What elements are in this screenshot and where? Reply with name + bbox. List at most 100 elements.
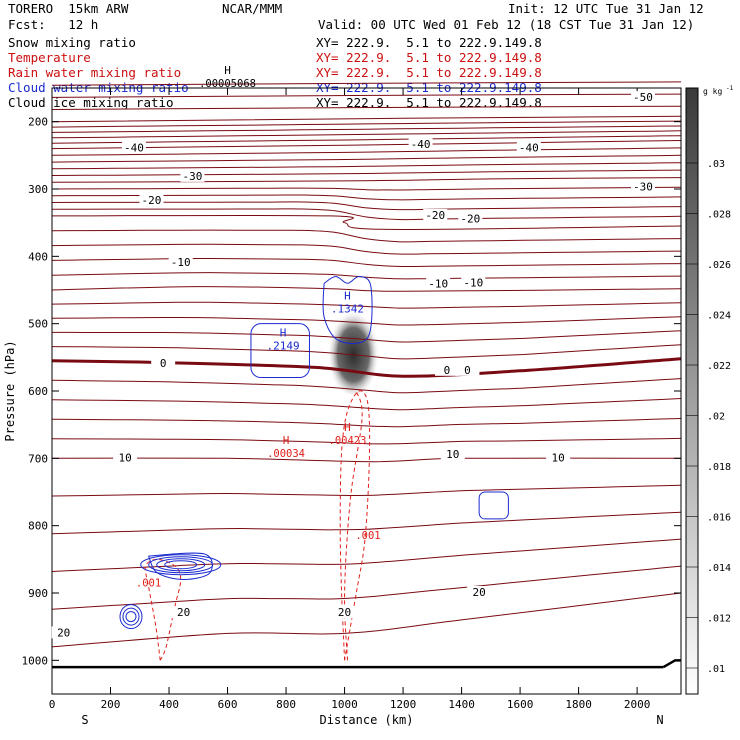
legend-cloud-water: Cloud water mixing ratio <box>8 80 189 95</box>
x-tick-label: 800 <box>276 698 296 711</box>
temperature-contour <box>51 177 682 183</box>
colorbar-label: .024 <box>707 311 731 322</box>
colorbar <box>685 87 699 695</box>
init-time: Init: 12 UTC Tue 31 Jan 12 <box>508 1 704 16</box>
colorbar-label: .014 <box>707 563 731 574</box>
temperature-contour-minor <box>51 418 682 428</box>
legend-rain-xy: XY= 222.9. 5.1 to 222.9.149.8 <box>316 65 542 80</box>
temperature-contour-minor <box>51 229 682 243</box>
temperature-label: -30 <box>633 181 653 194</box>
temperature-contour-minor <box>51 378 682 394</box>
rain-contour <box>339 390 371 661</box>
y-tick-label: 800 <box>28 520 48 533</box>
temperature-contour-minor <box>52 208 682 221</box>
colorbar-unit-exponent: -1 <box>726 85 734 92</box>
temperature-label-bg <box>168 256 193 269</box>
rain-contour <box>344 390 363 661</box>
cloud-water-contour <box>122 607 140 626</box>
temperature-label-bg <box>180 169 205 182</box>
cloud-water-max-marker: H <box>280 327 287 340</box>
plot-frame <box>51 87 682 695</box>
x-tick-label: 1800 <box>565 698 592 711</box>
x-tick-label: 1600 <box>507 698 534 711</box>
legend-cloud-ice: Cloud ice mixing ratio <box>8 95 174 110</box>
temperature-contour <box>51 214 682 230</box>
temperature-contour-minor <box>51 147 682 156</box>
temperature-label-bg <box>630 91 655 104</box>
temperature-contour <box>51 357 682 378</box>
x-tick-label: 600 <box>218 698 238 711</box>
south-label: S <box>81 713 88 727</box>
temperature-contour-minor <box>51 154 682 163</box>
y-tick-label: 1000 <box>22 654 49 667</box>
temperature-label-bg <box>467 586 492 598</box>
temperature-label: 0 <box>160 357 167 370</box>
temperature-label-bg <box>113 451 138 464</box>
cloud-water-contour <box>119 604 143 630</box>
rain-max-value: .00034 <box>267 448 305 460</box>
temperature-contour-minor <box>51 125 682 133</box>
colorbar-label: .016 <box>707 513 731 524</box>
temperature-label: -40 <box>519 142 539 155</box>
cloud-water-contour <box>148 552 213 581</box>
temperature-label-bg <box>461 276 486 289</box>
rain-contour <box>144 558 182 661</box>
temperature-label: 10 <box>552 451 565 464</box>
cloud-water-contour <box>164 560 198 570</box>
north-label: N <box>656 713 663 727</box>
temperature-label-bg <box>426 277 451 290</box>
temperature-label-bg <box>458 212 483 225</box>
rain-max-value: .00423 <box>329 435 367 447</box>
cloud-water-contour <box>250 323 310 379</box>
cloud-water-contour <box>140 554 222 576</box>
temperature-contour-minor <box>51 398 682 411</box>
temperature-contour-minor <box>51 272 682 280</box>
y-tick-label: 500 <box>28 318 48 331</box>
temperature-contour <box>51 286 682 292</box>
colorbar-label: .01 <box>707 664 725 675</box>
temperature-contour-minor <box>51 135 682 144</box>
temperature-label-bg <box>332 606 357 619</box>
temperature-label-bg <box>630 180 655 193</box>
temperature-label: 20 <box>177 606 190 619</box>
temperature-label: 10 <box>446 448 459 461</box>
temperature-label: -40 <box>411 138 431 151</box>
temperature-contour-minor <box>51 437 682 445</box>
colorbar-label: .022 <box>707 361 731 372</box>
valid-time: Valid: 00 UTC Wed 01 Feb 12 (18 CST Tue … <box>318 17 695 32</box>
temperature-label-bg <box>121 141 146 154</box>
temperature-contour-minor <box>51 301 682 309</box>
temperature-contour-minor <box>51 130 682 139</box>
legend-cloud-water-xy: XY= 222.9. 5.1 to 222.9.149.8 <box>316 80 542 95</box>
colorbar-label: .012 <box>707 614 731 625</box>
legend-snow-xy: XY= 222.9. 5.1 to 222.9.149.8 <box>316 35 542 50</box>
rain-contour-label: .001 <box>355 530 380 542</box>
rain-max-marker: H <box>283 434 290 447</box>
temperature-contour-minor <box>51 257 682 268</box>
colorbar-label: .02 <box>707 412 725 423</box>
model-title: TORERO 15km ARW <box>8 1 129 16</box>
rain-max-marker: H <box>224 64 231 77</box>
legend-rain: Rain water mixing ratio <box>8 65 182 80</box>
surface-line <box>662 659 681 669</box>
temperature-label: -10 <box>428 278 448 291</box>
temperature-contour-minor <box>51 243 682 255</box>
temperature-contour <box>51 457 682 463</box>
x-tick-label: 1400 <box>448 698 475 711</box>
colorbar-label: .028 <box>707 210 731 221</box>
temperature-contour <box>51 115 682 123</box>
temperature-label-bg <box>546 451 571 464</box>
legend-temperature-xy: XY= 222.9. 5.1 to 222.9.149.8 <box>316 50 542 65</box>
temperature-contour <box>51 592 682 648</box>
temperature-contour-minor <box>51 201 682 211</box>
temperature-label: -30 <box>182 170 202 183</box>
legend-temperature: Temperature <box>8 50 91 65</box>
temperature-contour-minor <box>51 330 682 343</box>
temperature-label: -20 <box>142 194 162 207</box>
temperature-label: 20 <box>338 606 351 619</box>
colorbar-label: .026 <box>707 260 731 271</box>
temperature-label-bg <box>423 208 448 221</box>
temperature-contour-minor <box>51 120 682 128</box>
y-tick-label: 300 <box>28 183 48 196</box>
